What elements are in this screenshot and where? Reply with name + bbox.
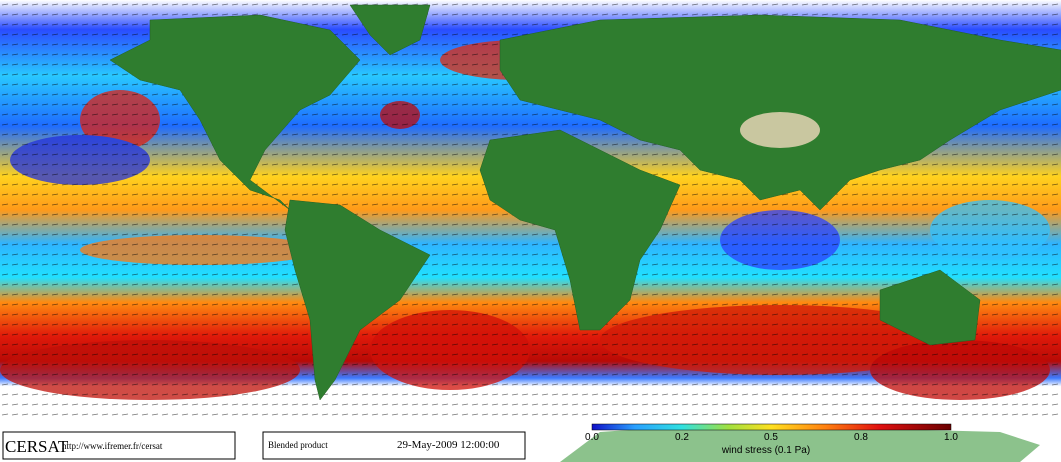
logo-box: [2, 431, 236, 460]
tibet-plateau: [740, 112, 820, 148]
south-america: [284, 199, 431, 401]
timestamp: 29-May-2009 12:00:00: [397, 439, 500, 451]
colorbar-label: wind stress (0.1 Pa): [721, 445, 810, 456]
antarctica: [560, 425, 1040, 462]
colorbar-tick-label: 0.2: [675, 432, 689, 443]
url: http://www.ifremer.fr/cersat: [62, 441, 163, 451]
colorbar-tick-label: 0.8: [854, 432, 868, 443]
colorbar-tick-label: 1.0: [944, 432, 958, 443]
product: Blended product: [268, 440, 328, 450]
continents: [109, 4, 1061, 401]
africa: [479, 129, 681, 331]
product-box: [262, 431, 526, 460]
colorbar: [591, 423, 952, 431]
colorbar-tick-label: 0.0: [585, 432, 599, 443]
greenland: [349, 4, 431, 56]
colorbar-tick-label: 0.5: [764, 432, 778, 443]
logo: CERSAT: [5, 437, 69, 456]
australia: [879, 269, 981, 346]
